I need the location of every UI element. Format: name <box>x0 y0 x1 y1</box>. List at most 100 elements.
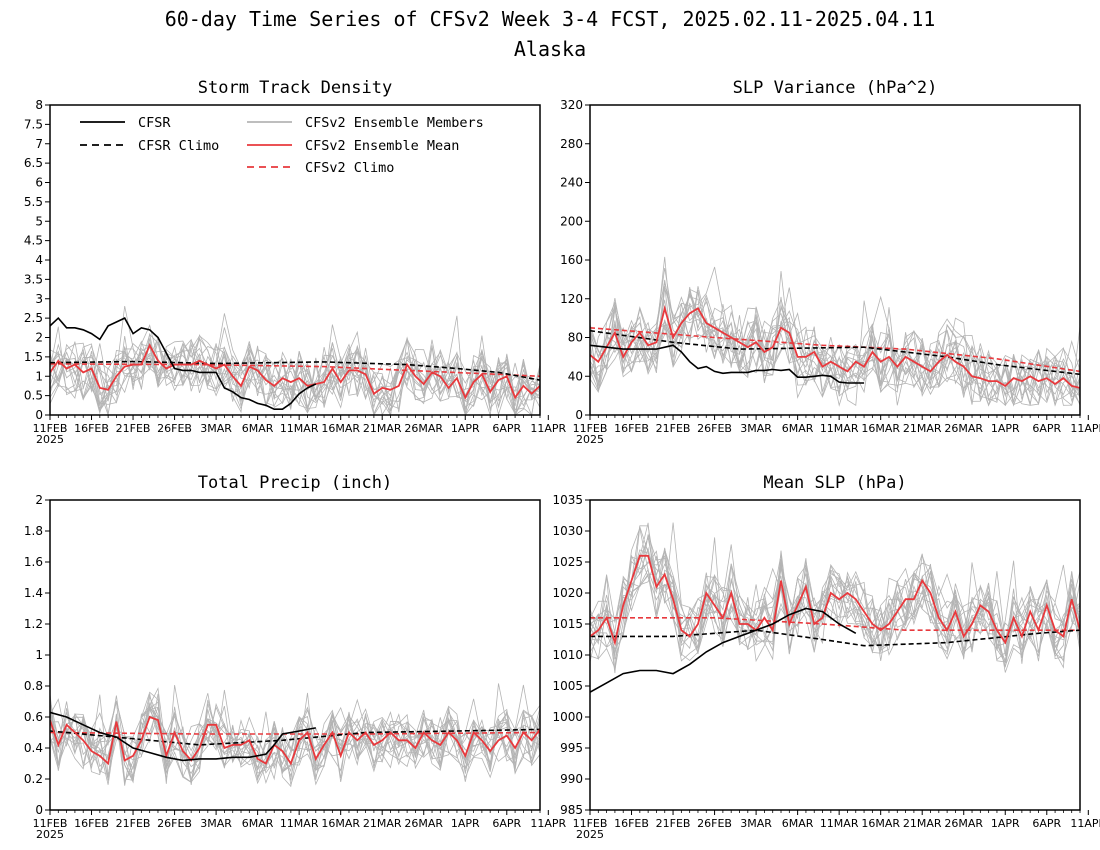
ensemble-member-line <box>50 683 540 785</box>
x-tick-label: 6MAR <box>782 422 814 435</box>
x-year-label: 2025 <box>576 433 604 446</box>
x-tick-label: 3MAR <box>200 422 232 435</box>
x-tick-label: 11MAR <box>280 817 319 830</box>
y-tick-label: 2.5 <box>24 311 43 325</box>
panel-title: Total Precip (inch) <box>198 473 392 493</box>
x-tick-label: 26FEB <box>157 817 192 830</box>
legend-label: CFSv2 Climo <box>305 160 394 176</box>
y-tick-label: 0.8 <box>24 679 43 693</box>
plot-area <box>590 522 1080 693</box>
x-tick-label: 16MAR <box>861 422 900 435</box>
x-tick-label: 11FEB <box>573 422 608 435</box>
x-tick-label: 21FEB <box>656 817 691 830</box>
x-tick-label: 1APR <box>991 817 1020 830</box>
y-tick-label: 8 <box>35 98 43 112</box>
y-tick-label: 1.4 <box>24 586 43 600</box>
ensemble-member-line <box>590 290 1080 407</box>
plot-area <box>590 256 1080 407</box>
x-tick-label: 26FEB <box>697 817 732 830</box>
y-tick-label: 1.5 <box>24 350 43 364</box>
x-tick-label: 11FEB <box>573 817 608 830</box>
x-tick-label: 26MAR <box>944 422 983 435</box>
figure-subtitle: Alaska <box>514 37 586 61</box>
x-tick-label: 26MAR <box>404 422 443 435</box>
y-tick-label: 320 <box>560 98 583 112</box>
x-tick-label: 16FEB <box>74 817 109 830</box>
x-tick-label: 26MAR <box>944 817 983 830</box>
y-tick-label: 1 <box>35 369 43 383</box>
cfsr-climo-line <box>590 329 1080 376</box>
ensemble-member-line <box>50 330 540 415</box>
y-tick-label: 6.5 <box>24 156 43 170</box>
x-tick-label: 21FEB <box>116 817 151 830</box>
legend-label: CFSv2 Ensemble Members <box>305 115 484 131</box>
x-tick-label: 6APR <box>492 422 521 435</box>
y-tick-label: 1030 <box>552 524 583 538</box>
y-tick-label: 995 <box>560 741 583 755</box>
x-tick-label: 11FEB <box>33 817 68 830</box>
x-tick-label: 11MAR <box>820 817 859 830</box>
y-tick-label: 0.5 <box>24 389 43 403</box>
y-tick-label: 4.5 <box>24 234 43 248</box>
y-tick-label: 120 <box>560 292 583 306</box>
ensemble-member-line <box>50 689 540 786</box>
x-tick-label: 1APR <box>451 817 480 830</box>
x-tick-label: 6APR <box>1032 817 1061 830</box>
ensemble-member-line <box>590 536 1080 674</box>
y-tick-label: 1020 <box>552 586 583 600</box>
y-tick-label: 0.4 <box>24 741 43 755</box>
x-tick-label: 16FEB <box>614 817 649 830</box>
ensemble-member-line <box>50 324 540 415</box>
x-tick-label: 11APR <box>1070 817 1100 830</box>
y-tick-label: 3.5 <box>24 272 43 286</box>
y-tick-label: 1015 <box>552 617 583 631</box>
x-tick-label: 3MAR <box>200 817 232 830</box>
x-tick-label: 3MAR <box>740 817 772 830</box>
total-precip-panel: Total Precip (inch) 0 0.2 0.4 0.6 0.8 1 1.2 1.4 1… <box>24 473 567 841</box>
x-tick-label: 6MAR <box>782 817 814 830</box>
cfsr-line <box>590 344 865 384</box>
cfsr-line <box>50 711 316 762</box>
cfsr-climo-line <box>50 360 540 381</box>
y-tick-label: 1010 <box>552 648 583 662</box>
y-tick-label: 1.2 <box>24 617 43 631</box>
x-year-label: 2025 <box>36 433 64 446</box>
ensemble-member-line <box>50 684 540 783</box>
y-tick-label: 0 <box>575 408 583 422</box>
y-tick-label: 5 <box>35 214 43 228</box>
x-tick-label: 21MAR <box>363 422 402 435</box>
ensemble-mean-line <box>50 343 540 400</box>
ensemble-member-line <box>50 333 540 409</box>
y-tick-label: 0.2 <box>24 772 43 786</box>
cfsr-climo-line <box>50 728 540 746</box>
y-tick-label: 1005 <box>552 679 583 693</box>
cfsr-line <box>590 607 857 693</box>
x-tick-label: 21MAR <box>903 422 942 435</box>
x-tick-label: 16MAR <box>861 817 900 830</box>
y-tick-label: 7 <box>35 137 43 151</box>
x-tick-label: 1APR <box>451 422 480 435</box>
figure-title: 60-day Time Series of CFSv2 Week 3-4 FCS… <box>165 7 936 31</box>
x-tick-label: 16MAR <box>321 422 360 435</box>
y-tick-label: 1 <box>35 648 43 662</box>
y-tick-label: 0 <box>35 408 43 422</box>
x-tick-label: 11APR <box>1070 422 1100 435</box>
x-tick-label: 16FEB <box>74 422 109 435</box>
x-tick-label: 21FEB <box>116 422 151 435</box>
ensemble-mean-line <box>50 715 540 766</box>
storm-track-density-panel: Storm Track Density 0 0.5 1 1.5 2 2.5 3 3.5 4 4.5 5… <box>24 78 567 446</box>
x-tick-label: 11MAR <box>280 422 319 435</box>
legend-label: CFSv2 Ensemble Mean <box>305 138 459 154</box>
ensemble-member-line <box>50 707 540 785</box>
x-tick-label: 11APR <box>530 817 566 830</box>
x-tick-label: 21FEB <box>656 422 691 435</box>
legend-label: CFSR Climo <box>138 138 219 154</box>
plot-area <box>50 306 540 415</box>
panel-title: Mean SLP (hPa) <box>763 473 906 493</box>
ensemble-member-line <box>50 335 540 415</box>
y-tick-label: 1.6 <box>24 555 43 569</box>
y-tick-label: 240 <box>560 176 583 190</box>
y-tick-label: 0 <box>35 803 43 817</box>
ensemble-member-line <box>50 691 540 784</box>
x-tick-label: 11MAR <box>820 422 859 435</box>
